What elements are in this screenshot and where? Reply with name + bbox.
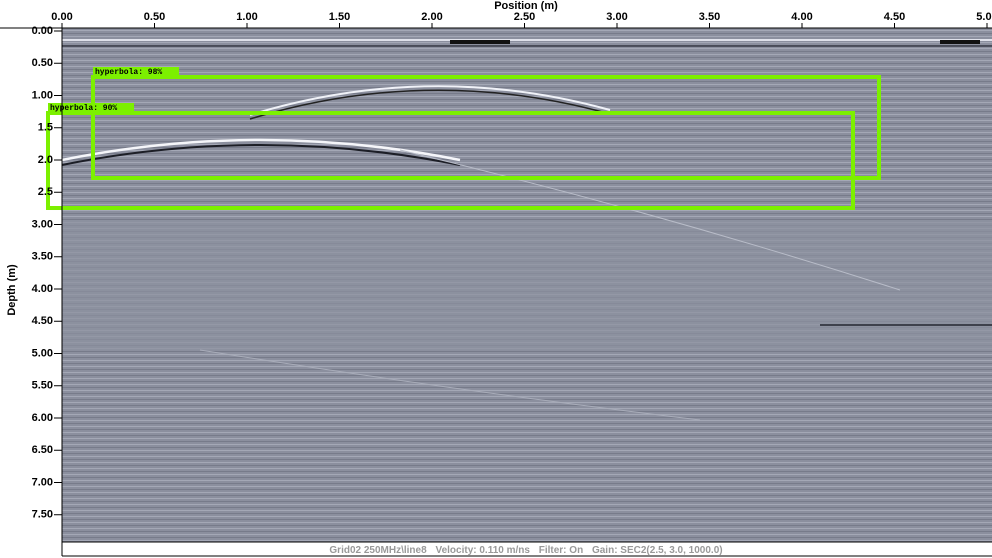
- y-tick-label: 1.00: [32, 89, 53, 101]
- x-tick-label: 0.00: [51, 11, 72, 23]
- gain: Gain: SEC2(2.5, 3.0, 1000.0): [592, 545, 723, 556]
- detection-tag: [48, 103, 134, 113]
- y-tick-label: 5.50: [32, 380, 53, 392]
- detection-boxes: [46, 75, 881, 210]
- y-tick-label: 1.5: [38, 122, 53, 134]
- y-axis-title: Depth (m): [6, 264, 18, 316]
- detection-label: hyperbola: 90%: [50, 104, 117, 113]
- grid-name: Grid02 250MHz\line8: [329, 545, 427, 556]
- reflections: [61, 39, 992, 421]
- detection-tag: [93, 67, 179, 77]
- y-tick-label: 7.50: [32, 509, 53, 521]
- velocity: Velocity: 0.110 m/ns: [435, 545, 530, 556]
- radargram-band: [62, 220, 992, 350]
- y-tick-label: 0.50: [32, 57, 53, 69]
- y-tick-label: 2.0: [38, 154, 53, 166]
- y-tick-label: 2.5: [38, 186, 53, 198]
- x-tick-label: 4.00: [791, 11, 812, 23]
- x-tick-label: 1.00: [236, 11, 257, 23]
- x-tick-label: 2.00: [421, 11, 442, 23]
- y-tick-label: 4.00: [32, 283, 53, 295]
- x-tick-label: 2.50: [514, 11, 535, 23]
- y-tick-label: 3.50: [32, 251, 53, 263]
- y-tick-label: 7.00: [32, 476, 53, 488]
- x-tick-label: 1.50: [329, 11, 350, 23]
- detection-box: [91, 75, 881, 180]
- y-tick-label: 6.50: [32, 444, 53, 456]
- x-tick-label: 5.00: [976, 11, 992, 23]
- status-bar: Grid02 250MHz\line8 Velocity: 0.110 m/ns…: [329, 545, 722, 556]
- y-tick-label: 6.00: [32, 412, 53, 424]
- x-tick-label: 4.50: [884, 11, 905, 23]
- x-tick-label: 3.50: [699, 11, 720, 23]
- y-tick-label: 4.50: [32, 315, 53, 327]
- y-tick-label: 0.00: [32, 25, 53, 37]
- x-axis-title: Position (m): [494, 0, 558, 12]
- x-tick-label: 0.50: [144, 11, 165, 23]
- detection-box: [46, 111, 855, 210]
- x-tick-label: 3.00: [606, 11, 627, 23]
- detection-label: hyperbola: 98%: [95, 68, 162, 77]
- y-tick-label: 5.00: [32, 347, 53, 359]
- filter: Filter: On: [539, 545, 583, 556]
- y-tick-label: 3.00: [32, 218, 53, 230]
